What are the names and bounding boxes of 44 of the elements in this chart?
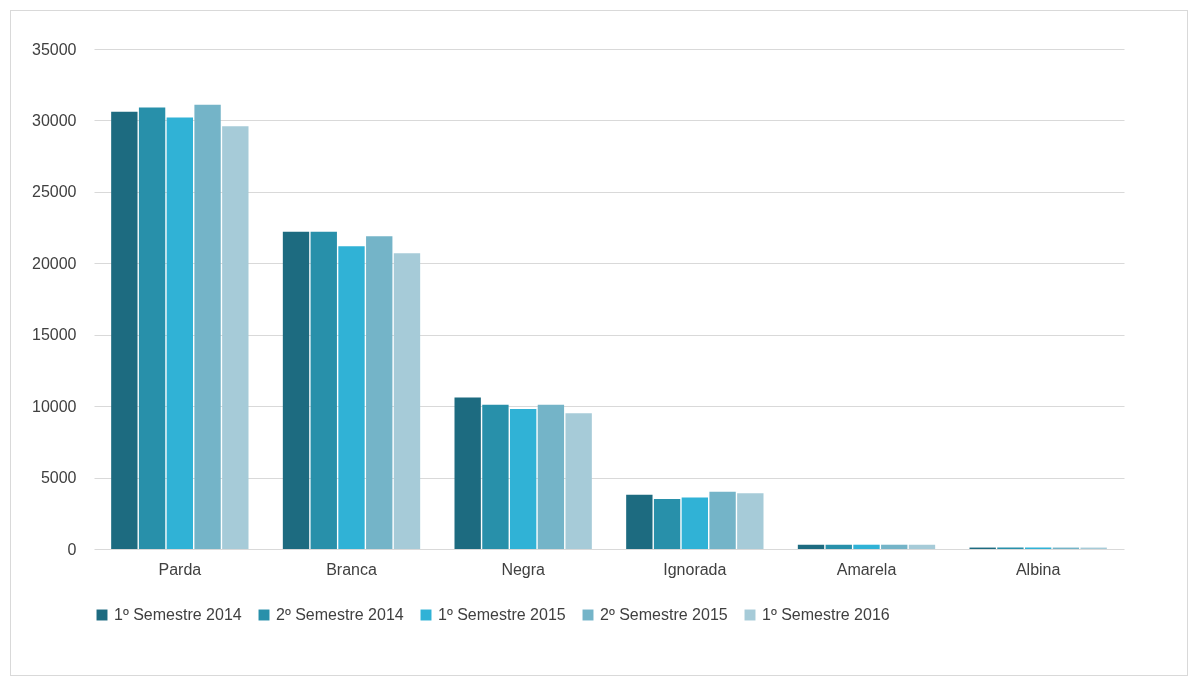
x-tick-label: Branca bbox=[326, 560, 377, 578]
bar bbox=[881, 544, 908, 549]
bar bbox=[393, 253, 421, 549]
bar bbox=[166, 117, 194, 549]
legend-label: 2º Semestre 2015 bbox=[600, 606, 728, 623]
bar bbox=[282, 231, 310, 549]
bar bbox=[509, 409, 537, 549]
x-tick-label: Parda bbox=[158, 560, 202, 578]
bar bbox=[194, 104, 221, 549]
x-tick-label: Ignorada bbox=[663, 560, 727, 578]
y-tick-label: 5000 bbox=[40, 469, 77, 487]
bar bbox=[737, 493, 764, 549]
y-tick-label: 0 bbox=[67, 540, 77, 558]
bar bbox=[626, 494, 653, 549]
legend-label: 1º Semestre 2015 bbox=[438, 606, 566, 623]
bar bbox=[138, 107, 166, 549]
x-tick-label: Albina bbox=[1015, 560, 1061, 578]
y-tick-label: 15000 bbox=[32, 326, 77, 344]
bar bbox=[565, 413, 592, 549]
legend-label: 2º Semestre 2014 bbox=[276, 606, 404, 623]
bar bbox=[653, 499, 681, 549]
y-tick-label: 35000 bbox=[32, 40, 77, 58]
y-tick-label: 25000 bbox=[32, 183, 77, 201]
legend-label: 1º Semestre 2016 bbox=[762, 606, 890, 623]
x-tick-label: Amarela bbox=[836, 560, 897, 578]
y-tick-label: 10000 bbox=[32, 397, 77, 415]
bar bbox=[111, 111, 138, 549]
y-tick-label: 30000 bbox=[32, 111, 77, 129]
bar bbox=[537, 404, 565, 549]
legend-label: 1º Semestre 2014 bbox=[114, 606, 242, 623]
bar bbox=[310, 231, 337, 549]
bar bbox=[454, 397, 481, 549]
bar bbox=[908, 544, 936, 549]
bar bbox=[338, 246, 365, 549]
bar bbox=[825, 544, 852, 549]
x-tick-label: Negra bbox=[501, 560, 546, 578]
bar bbox=[797, 544, 825, 549]
bar bbox=[681, 497, 709, 549]
bar bbox=[222, 126, 249, 549]
bar bbox=[709, 491, 736, 549]
bar bbox=[366, 236, 393, 549]
bar bbox=[853, 544, 880, 549]
bar bbox=[482, 404, 509, 549]
y-tick-label: 20000 bbox=[32, 254, 77, 272]
